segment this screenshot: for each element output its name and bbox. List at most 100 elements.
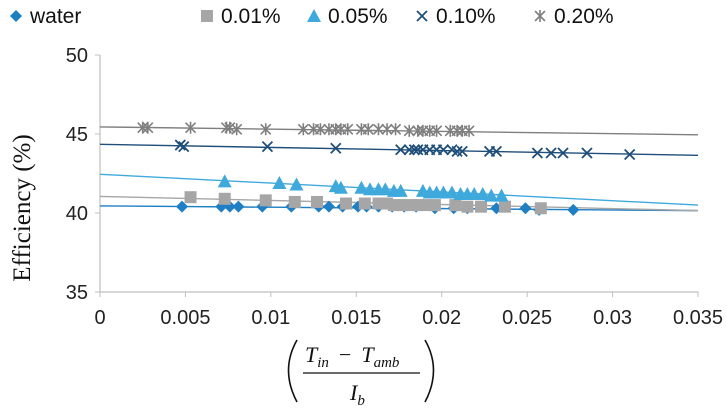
x-tick-label: 0.01 — [251, 307, 290, 329]
legend-marker — [10, 10, 22, 22]
point-001 — [498, 200, 511, 213]
point-005 — [289, 177, 304, 191]
point-001 — [358, 197, 371, 210]
x-label-t-amb: T — [361, 342, 375, 367]
legend-label: 0.05% — [328, 5, 388, 28]
legend-label: 0.20% — [554, 5, 614, 28]
legend-item-020: 0.20% — [534, 5, 614, 28]
point-001 — [259, 194, 272, 207]
point-001 — [449, 199, 462, 212]
point-010 — [330, 142, 342, 154]
point-water — [519, 202, 532, 215]
legend-label: 0.01% — [221, 5, 281, 28]
point-water — [232, 200, 245, 213]
point-001 — [428, 199, 441, 212]
y-tick-label: 50 — [66, 45, 88, 67]
legend-marker — [416, 10, 428, 22]
legend-item-010: 0.10% — [416, 5, 496, 28]
tick-labels: 35 40 45 50 0 0.005 0.01 0.015 0.02 0.025 0.03 0.03… — [66, 45, 723, 329]
legend-item-001: 0.01% — [201, 5, 281, 28]
x-tick-label: 0.035 — [673, 307, 723, 329]
point-010 — [456, 145, 468, 158]
point-001 — [310, 195, 323, 208]
y-tick-label: 40 — [66, 203, 88, 225]
point-010 — [437, 144, 450, 156]
point-010 — [451, 145, 463, 158]
svg-text:Ib: Ib — [349, 380, 365, 409]
x-axis-label: Tin − Tamb Ib — [287, 339, 435, 409]
point-005 — [475, 187, 490, 201]
point-010 — [408, 144, 421, 156]
point-010 — [395, 144, 407, 156]
point-010 — [624, 148, 636, 161]
point-020 — [184, 121, 197, 134]
point-020 — [231, 123, 243, 136]
legend-marker — [307, 9, 321, 22]
legend-label: water — [29, 5, 81, 28]
point-water — [176, 200, 189, 213]
point-001 — [475, 200, 488, 213]
point-020 — [260, 123, 272, 136]
axes — [95, 54, 699, 297]
point-water — [567, 203, 580, 216]
point-010 — [174, 139, 186, 151]
legend-item-water: water — [10, 5, 81, 28]
svg-text:Tin−Tamb: Tin − Tamb — [305, 342, 400, 371]
point-020 — [342, 123, 354, 136]
legend-marker — [201, 10, 213, 22]
point-010 — [545, 147, 557, 159]
series-010 — [174, 139, 636, 161]
point-010 — [412, 144, 424, 156]
point-005 — [333, 180, 348, 194]
point-020 — [390, 123, 402, 136]
legend-item-005: 0.05% — [307, 5, 388, 28]
x-label-t-in: T — [305, 342, 319, 367]
x-label-in-sub: in — [317, 355, 329, 371]
point-001 — [288, 195, 301, 208]
legend-label: 0.10% — [436, 5, 496, 28]
point-005 — [484, 188, 499, 202]
point-020 — [431, 124, 443, 137]
point-010 — [557, 147, 569, 159]
point-010 — [178, 141, 190, 153]
point-020 — [372, 123, 385, 136]
point-005 — [494, 188, 509, 202]
point-005 — [393, 183, 408, 197]
point-010 — [403, 144, 415, 156]
point-001 — [218, 192, 231, 205]
point-005 — [444, 185, 459, 199]
series-001 — [184, 191, 547, 215]
x-tick-label: 0.025 — [502, 307, 552, 329]
point-020 — [362, 123, 374, 136]
point-010 — [490, 145, 503, 158]
point-001 — [340, 197, 353, 210]
data-points — [137, 121, 636, 216]
x-label-b-sub: b — [357, 393, 365, 409]
x-tick-label: 0.015 — [331, 307, 381, 329]
point-water — [322, 200, 335, 213]
trendline-020 — [99, 126, 699, 136]
y-tick-label: 45 — [66, 124, 88, 146]
y-axis-label: Efficiency (%) — [9, 134, 36, 281]
x-label-minus: − — [339, 342, 351, 367]
point-005 — [272, 175, 287, 189]
series-020 — [137, 121, 475, 137]
legend-marker — [534, 10, 546, 22]
point-020 — [142, 121, 154, 134]
x-label-i: I — [349, 380, 359, 405]
y-tick-label: 35 — [66, 282, 88, 304]
point-001 — [461, 200, 474, 213]
legend: water 0.01% 0.05% 0.10% 0.20% — [10, 5, 614, 28]
point-010 — [531, 147, 544, 159]
point-020 — [314, 123, 326, 136]
point-005 — [217, 174, 232, 188]
x-tick-label: 0.005 — [160, 307, 210, 329]
point-005 — [354, 180, 369, 194]
series-005 — [217, 174, 509, 202]
point-020 — [381, 123, 393, 136]
trendline-010 — [99, 143, 699, 157]
point-010 — [581, 147, 593, 159]
point-020 — [297, 123, 309, 136]
